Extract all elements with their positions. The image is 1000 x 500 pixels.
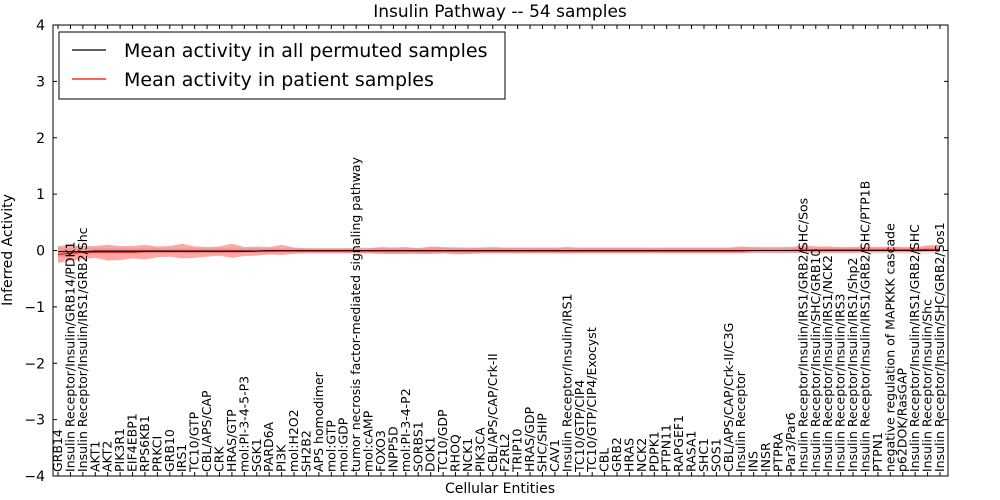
category-label: PI3K: [274, 444, 289, 472]
category-label: CBL/APS/CAP/Crk-II: [485, 353, 500, 472]
legend-box: [58, 31, 506, 100]
category-label: FOXO3: [373, 430, 388, 472]
category-label: PRKCI: [149, 436, 164, 472]
y-tick-label: −3: [24, 413, 45, 429]
category-label: SORBS1: [410, 421, 425, 472]
confidence-bands: [58, 243, 940, 263]
x-axis-ticks: [57, 25, 941, 476]
category-label: Insulin Receptor/Insulin/IRS1: [559, 294, 574, 472]
category-label: mol:H2O2: [286, 409, 301, 472]
category-label: RASA1: [684, 431, 699, 472]
y-tick-label: 2: [36, 131, 45, 147]
y-tick-label: −2: [24, 356, 45, 372]
category-label: HRAS/GTP: [224, 409, 239, 472]
category-label: F2RL2: [497, 433, 512, 472]
category-label: NCK2: [634, 438, 649, 472]
category-label: mol:PI-3-4-P2: [398, 388, 413, 472]
category-label: SHC1: [696, 438, 711, 472]
category-label: INS: [746, 451, 761, 472]
category-label: INSR: [758, 442, 773, 472]
category-label: CRK: [211, 446, 226, 472]
category-label: APS homodimer: [311, 371, 326, 472]
y-tick-label: −4: [24, 469, 45, 485]
y-tick-label: 0: [36, 244, 45, 260]
category-label: TC10/GTP/CIP4: [572, 380, 587, 473]
category-label: NCK1: [460, 438, 475, 472]
category-label: PTPN1: [870, 432, 885, 472]
category-label: SGK1: [249, 438, 264, 472]
legend-label-permuted: Mean activity in all permuted samples: [124, 40, 487, 62]
category-label: GRB14: [50, 429, 65, 472]
category-label: TC10/GDP: [435, 409, 450, 473]
series-lines: [57, 248, 940, 255]
category-label: RPS6KB1: [137, 415, 152, 472]
category-label: IRS1: [174, 444, 189, 472]
category-label: AKT1: [87, 441, 102, 472]
category-label: CBL/APS/CAP/Crk-II/C3G: [721, 323, 736, 472]
y-tick-label: −1: [24, 300, 45, 316]
category-label: PARD6A: [261, 421, 276, 472]
category-label: mol:GTP: [323, 420, 338, 472]
category-label: CBL/APS/CAP: [199, 390, 214, 472]
category-label: SOS1: [708, 438, 723, 472]
category-label: Insulin Receptor/Insulin/GRB14/PDK1: [62, 241, 77, 472]
category-label: CBL: [597, 448, 612, 472]
category-label: PIK3R1: [112, 428, 127, 472]
category-label: Insulin Receptor/Insulin/SHC/GRB2/Sos1: [932, 222, 947, 472]
band-patient: [58, 243, 940, 263]
category-label: negative regulation of MAPKKK cascade: [882, 223, 897, 472]
y-tick-label: 1: [36, 187, 45, 203]
x-axis-label: Cellular Entities: [445, 481, 555, 497]
y-tick-label: 3: [36, 74, 45, 90]
category-label: INPP5D: [385, 426, 400, 472]
category-label: RHOQ: [448, 434, 463, 472]
category-label: HRAS/GDP: [522, 406, 537, 472]
y-axis-label: Inferred Activity: [0, 194, 16, 306]
category-label: SH2B2: [298, 430, 313, 472]
category-label: DOK1: [423, 436, 438, 472]
category-label: Par3/Par6: [783, 412, 798, 472]
category-label: AKT2: [100, 441, 115, 472]
category-label: CAV1: [547, 439, 562, 472]
category-label: Insulin Receptor/Insulin/IRS3: [833, 294, 848, 472]
category-label: GRB10: [162, 429, 177, 472]
category-label: GRB2: [609, 437, 624, 472]
category-label: mol:cAMP: [361, 410, 376, 472]
category-label: Insulin Receptor/Insulin/IRS1/Shp2: [845, 258, 860, 472]
category-label: HRAS: [621, 438, 636, 472]
y-tick-label: 4: [36, 18, 45, 34]
category-label: p62DOK/RasGAP: [895, 367, 910, 472]
chart-title: Insulin Pathway -- 54 samples: [373, 2, 627, 22]
category-label: TRIP10: [510, 428, 525, 472]
line-permuted: [58, 249, 940, 253]
band-permuted: [58, 247, 940, 258]
category-label: mol:GDP: [336, 417, 351, 472]
category-label: PDPK1: [646, 431, 661, 472]
y-axis-ticks: −4 −3 −2 −1 0 1 2 3 4: [24, 18, 948, 485]
category-label: Insulin Receptor/Insulin/Shc: [920, 299, 935, 472]
category-label: PTPN11: [659, 424, 674, 472]
category-label: RAPGEF1: [671, 415, 686, 472]
legend-label-patient: Mean activity in patient samples: [124, 69, 434, 91]
category-label: PTPRA: [771, 432, 786, 472]
category-label: EIF4EBP1: [125, 413, 140, 472]
category-label: tumor necrosis factor-mediated signaling…: [348, 156, 363, 472]
category-label: mol:PI-3-4-5-P3: [236, 376, 251, 472]
category-label: Insulin Receptor: [733, 370, 748, 472]
legend: Mean activity in all permuted samples Me…: [58, 31, 506, 100]
category-label: Insulin Receptor/Insulin/SHC/GRB10: [808, 249, 823, 472]
category-label: PIK3CA: [472, 427, 487, 472]
category-label: Insulin Receptor/Insulin/IRS1/GRB2/Shc: [75, 227, 90, 472]
category-label: SHC/SHIP: [534, 413, 549, 472]
category-label: TC10/GTP: [187, 411, 202, 473]
category-label: Insulin Receptor/Insulin/IRS1/GRB2/SHC/P…: [857, 181, 872, 472]
category-label: Insulin Receptor/Insulin/IRS1/GRB2/SHC: [907, 224, 922, 472]
category-label: Insulin Receptor/Insulin/IRS1/NCK2: [820, 255, 835, 472]
category-label: Insulin Receptor/Insulin/IRS1/GRB2/SHC/S…: [795, 198, 810, 472]
category-label: TC10/GTP/CIP4/Exocyst: [584, 327, 599, 473]
